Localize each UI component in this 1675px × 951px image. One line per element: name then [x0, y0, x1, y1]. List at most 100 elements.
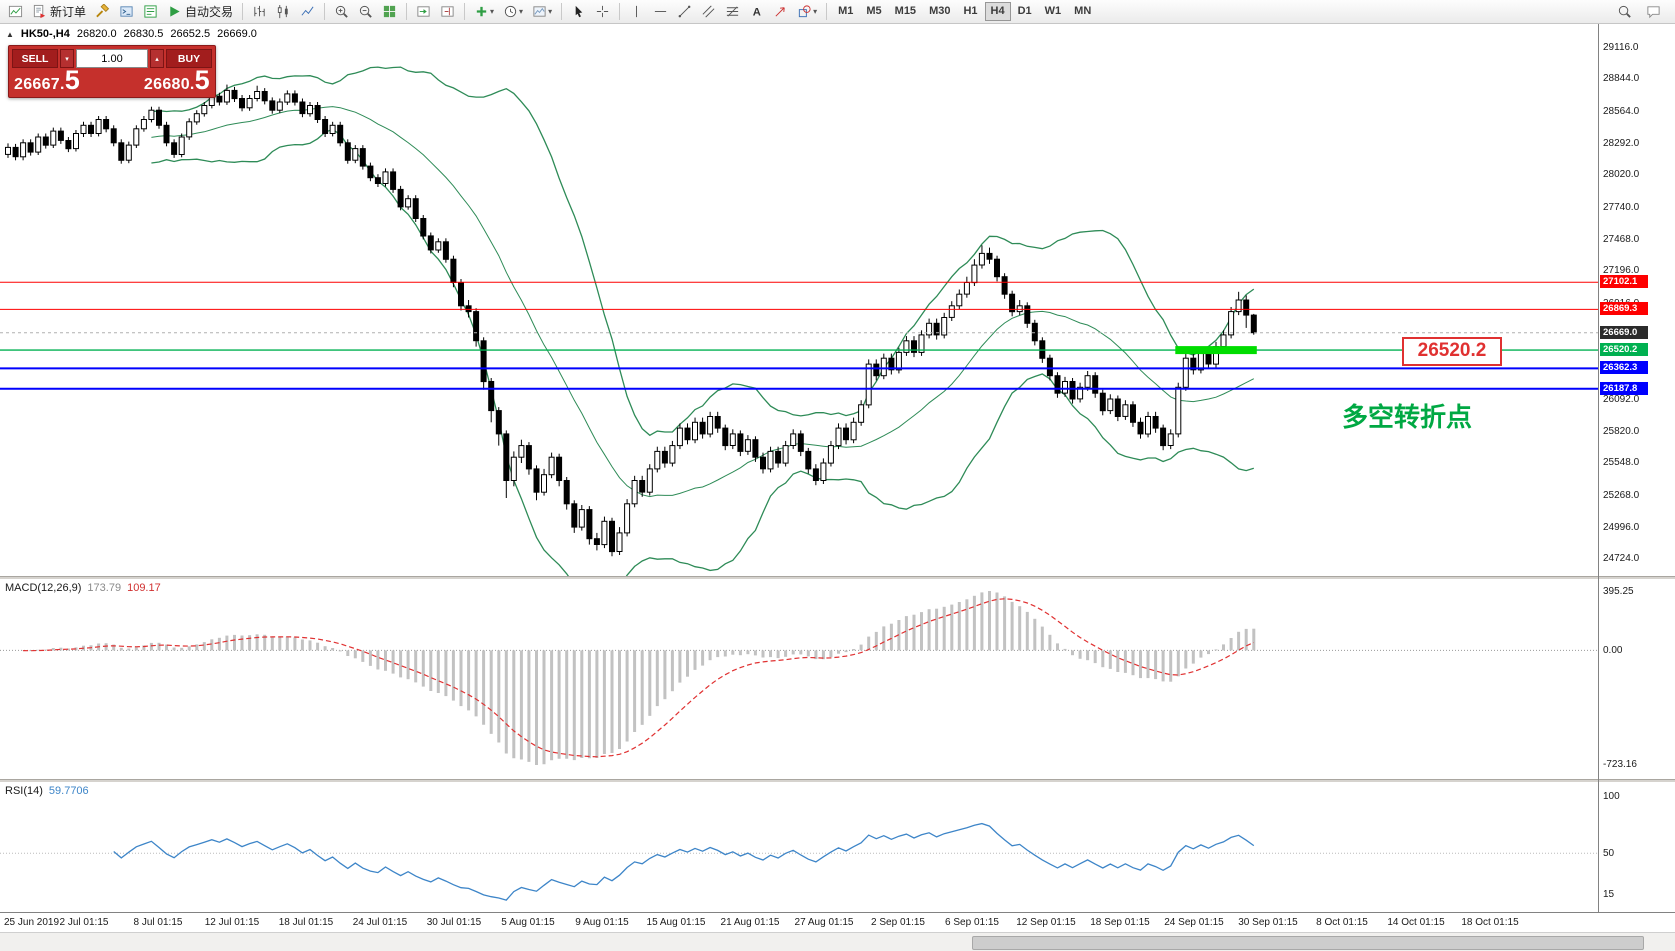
zoom-in-icon[interactable] — [330, 1, 353, 22]
text-icon[interactable]: A — [745, 1, 768, 22]
volume-decrease-button[interactable]: ▾ — [60, 49, 74, 68]
chart-window-icon[interactable] — [4, 1, 27, 22]
auto-scroll-icon[interactable] — [412, 1, 435, 22]
time-axis-label: 18 Jul 01:15 — [278, 917, 334, 928]
vertical-line-icon[interactable] — [625, 1, 648, 22]
time-axis-label: 9 Aug 01:15 — [575, 917, 629, 928]
price-badge: 26669.0 — [1600, 325, 1648, 339]
price-badge: 26187.8 — [1600, 381, 1648, 395]
highlight-rectangle[interactable] — [1175, 346, 1257, 355]
chart-high-value: 26830.5 — [123, 28, 164, 40]
sell-price[interactable]: 26667.5 — [14, 65, 81, 95]
zoom-out-icon[interactable] — [354, 1, 377, 22]
price-badge: 26869.3 — [1600, 302, 1648, 316]
toolbar-separator — [242, 3, 244, 20]
rsi-axis[interactable]: 100 50 15 — [1600, 782, 1675, 912]
timeframe-m15[interactable]: M15 — [889, 2, 922, 21]
periods-icon[interactable]: ▾ — [499, 1, 527, 22]
new-order-label: 新订单 — [50, 5, 87, 19]
indicators-caret-icon[interactable]: ▾ — [490, 7, 495, 16]
indicators-add-icon[interactable]: ▾ — [470, 1, 498, 22]
periods-caret-icon[interactable]: ▾ — [519, 7, 524, 16]
volume-increase-button[interactable]: ▴ — [150, 49, 164, 68]
bar-chart-icon[interactable] — [248, 1, 271, 22]
pane-divider[interactable] — [0, 779, 1675, 782]
new-order-button[interactable]: 新订单 — [28, 1, 90, 22]
templates-caret-icon[interactable]: ▾ — [548, 7, 553, 16]
macd-axis[interactable]: 395.25 0.00 -723.16 — [1600, 579, 1675, 779]
crosshair-icon[interactable] — [591, 1, 614, 22]
timeframe-m1[interactable]: M1 — [832, 2, 859, 21]
buy-price[interactable]: 26680.5 — [143, 65, 210, 95]
macd-signal-value: 109.17 — [127, 582, 161, 594]
buy-button[interactable]: BUY — [166, 49, 212, 68]
toolbar-separator — [826, 3, 828, 20]
one-click-collapse-toggle[interactable]: ▲ — [6, 29, 14, 39]
time-axis-label: 18 Sep 01:15 — [1090, 917, 1150, 928]
trendline-icon[interactable] — [673, 1, 696, 22]
volume-input[interactable] — [76, 49, 148, 68]
main-chart-canvas[interactable] — [0, 24, 1598, 576]
rsi-panel[interactable]: RSI(14) 59.7706 100 50 15 — [0, 782, 1675, 912]
rsi-canvas[interactable] — [0, 782, 1598, 912]
timeframe-m30[interactable]: M30 — [923, 2, 956, 21]
equidistant-channel-icon[interactable] — [697, 1, 720, 22]
search-icon[interactable] — [1613, 1, 1636, 22]
timeframe-m5[interactable]: M5 — [860, 2, 887, 21]
pane-divider[interactable] — [0, 576, 1675, 579]
time-axis-label: 30 Sep 01:15 — [1238, 917, 1298, 928]
macd-panel[interactable]: MACD(12,26,9) 173.79 109.17 395.25 0.00 -7… — [0, 579, 1675, 779]
time-axis-label: 2 Sep 01:15 — [871, 917, 925, 928]
time-axis-label: 2 Jul 01:15 — [59, 917, 109, 928]
timeframe-h1[interactable]: H1 — [957, 2, 983, 21]
line-chart-icon[interactable] — [296, 1, 319, 22]
metaeditor-icon[interactable] — [115, 1, 138, 22]
timeframe-w1[interactable]: W1 — [1039, 2, 1068, 21]
expert-advisors-icon[interactable] — [91, 1, 114, 22]
chat-icon[interactable] — [1642, 1, 1665, 22]
price-tick-label: 28844.0 — [1603, 73, 1640, 85]
toolbar-separator — [324, 3, 326, 20]
timeframe-h4[interactable]: H4 — [984, 2, 1011, 21]
sell-button[interactable]: SELL — [12, 49, 58, 68]
price-badge: 26520.2 — [1600, 343, 1648, 357]
time-axis-label: 18 Oct 01:15 — [1461, 917, 1519, 928]
time-axis-label: 12 Jul 01:15 — [204, 917, 260, 928]
macd-label: MACD(12,26,9) 173.79 109.17 — [5, 582, 161, 594]
bollinger-lower-band — [151, 128, 1254, 576]
price-tick-label: 27740.0 — [1603, 202, 1640, 213]
time-axis-label: 21 Aug 01:15 — [720, 917, 780, 928]
shapes-caret-icon[interactable]: ▾ — [813, 7, 818, 16]
candlestick-chart-icon[interactable] — [272, 1, 295, 22]
fibonacci-icon[interactable] — [721, 1, 744, 22]
macd-canvas[interactable] — [0, 579, 1598, 779]
rsi-value: 59.7706 — [48, 785, 89, 797]
time-axis-label: 27 Aug 01:15 — [794, 917, 854, 928]
price-tick-label: 24996.0 — [1603, 521, 1640, 533]
price-badge: 27102.1 — [1600, 275, 1648, 289]
price-tick-label: 25548.0 — [1603, 457, 1640, 469]
chart-shift-icon[interactable] — [436, 1, 459, 22]
scrollbar-thumb[interactable] — [971, 936, 1644, 950]
shapes-icon[interactable]: ▾ — [793, 1, 821, 22]
tile-windows-icon[interactable] — [378, 1, 401, 22]
horizontal-scrollbar[interactable] — [0, 932, 1675, 951]
time-axis-label: 5 Aug 01:15 — [501, 917, 555, 928]
new-order-icon — [33, 4, 46, 19]
main-chart-pane[interactable]: ▲ HK50-,H4 26820.0 26830.5 26652.5 26669… — [0, 24, 1675, 576]
auto-trading-button[interactable]: 自动交易 — [163, 1, 237, 22]
macd-scale-label: 395.25 — [1603, 586, 1634, 597]
time-axis[interactable]: 25 Jun 2019 2 Jul 01:15 8 Jul 01:15 12 Jul … — [0, 912, 1675, 933]
horizontal-line-icon[interactable] — [649, 1, 672, 22]
price-axis[interactable]: 29116.0 28844.0 28564.0 28292.0 28020.0 27740… — [1600, 24, 1675, 576]
price-tick-label: 29116.0 — [1603, 41, 1639, 53]
market-watch-icon[interactable] — [139, 1, 162, 22]
macd-histogram — [21, 591, 1256, 765]
arrow-tool-icon[interactable] — [769, 1, 792, 22]
timeframe-mn[interactable]: MN — [1068, 2, 1097, 21]
price-level-label[interactable]: 26520.2 — [1402, 337, 1502, 367]
templates-icon[interactable]: ▾ — [528, 1, 556, 22]
turning-point-annotation[interactable]: 多空转折点 — [1342, 401, 1473, 432]
cursor-icon[interactable] — [567, 1, 590, 22]
timeframe-d1[interactable]: D1 — [1012, 2, 1038, 21]
